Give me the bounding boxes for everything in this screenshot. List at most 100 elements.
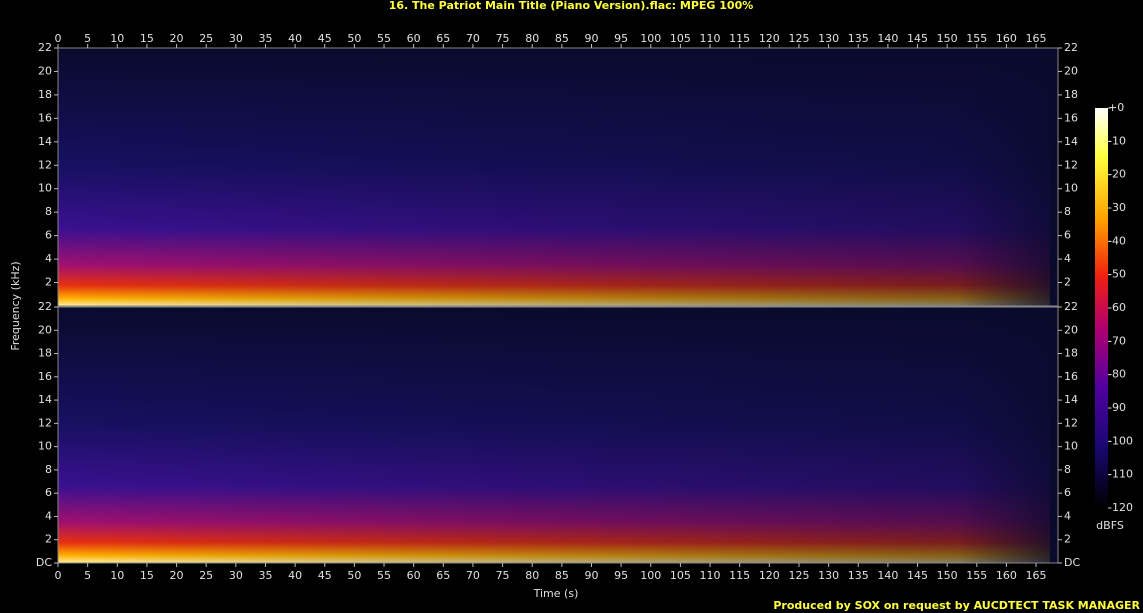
y-tick-label: 18 <box>38 88 52 101</box>
x-tick-label-bottom: 80 <box>525 569 539 582</box>
x-tick-label-top: 155 <box>966 32 987 45</box>
x-tick-label-top: 15 <box>140 32 154 45</box>
x-tick-label-bottom: 140 <box>877 569 898 582</box>
x-tick-label-top: 55 <box>377 32 391 45</box>
y-tick-label-right: 16 <box>1064 370 1078 383</box>
y-tick-label: 12 <box>38 416 52 429</box>
y-tick-label: 20 <box>38 64 52 77</box>
y-tick-label: 4 <box>45 509 52 522</box>
y-tick-label: 14 <box>38 393 52 406</box>
colorbar-tick-label: -100 <box>1108 434 1133 447</box>
x-tick-label-bottom: 40 <box>288 569 302 582</box>
colorbar <box>1095 108 1108 508</box>
x-tick-label-top: 95 <box>614 32 628 45</box>
x-tick-label-bottom: 155 <box>966 569 987 582</box>
y-tick-label-right: 20 <box>1064 64 1078 77</box>
x-tick-label-top: 30 <box>229 32 243 45</box>
x-tick-label-bottom: 130 <box>818 569 839 582</box>
x-tick-label-bottom: 65 <box>436 569 450 582</box>
colorbar-tick-label: -90 <box>1108 401 1126 414</box>
y-tick-label: 18 <box>38 347 52 360</box>
y-tick-label-right: 6 <box>1064 229 1071 242</box>
y-tick-label: 4 <box>45 252 52 265</box>
colorbar-tick-label: -20 <box>1108 168 1126 181</box>
x-tick-label-bottom: 100 <box>640 569 661 582</box>
x-tick-label-top: 60 <box>407 32 421 45</box>
x-tick-label-bottom: 60 <box>407 569 421 582</box>
x-tick-label-top: 5 <box>84 32 91 45</box>
y-tick-label-right: DC <box>1064 556 1080 569</box>
x-tick-label-bottom: 10 <box>110 569 124 582</box>
colorbar-tick-label: -50 <box>1108 268 1126 281</box>
colorbar-tick-label: -70 <box>1108 334 1126 347</box>
x-tick-label-bottom: 55 <box>377 569 391 582</box>
y-tick-label-right: 10 <box>1064 440 1078 453</box>
spectrogram-fade <box>58 48 1058 306</box>
x-tick-label-bottom: 160 <box>996 569 1017 582</box>
x-tick-label-top: 80 <box>525 32 539 45</box>
x-tick-label-bottom: 5 <box>84 569 91 582</box>
x-tick-label-top: 40 <box>288 32 302 45</box>
x-tick-label-top: 70 <box>466 32 480 45</box>
x-tick-label-bottom: 0 <box>55 569 62 582</box>
x-tick-label-top: 65 <box>436 32 450 45</box>
y-tick-label: 6 <box>45 486 52 499</box>
y-tick-label-right: 22 <box>1064 41 1078 54</box>
x-tick-label-top: 100 <box>640 32 661 45</box>
x-tick-label-bottom: 165 <box>1026 569 1047 582</box>
spectrogram-fade <box>58 307 1058 563</box>
x-tick-label-bottom: 35 <box>258 569 272 582</box>
x-tick-label-bottom: 150 <box>937 569 958 582</box>
x-tick-label-bottom: 25 <box>199 569 213 582</box>
x-axis-label: Time (s) <box>533 587 579 600</box>
y-tick-label: 16 <box>38 370 52 383</box>
y-tick-label-right: 2 <box>1064 276 1071 289</box>
x-tick-label-bottom: 85 <box>555 569 569 582</box>
x-tick-label-top: 115 <box>729 32 750 45</box>
y-tick-label-right: 6 <box>1064 486 1071 499</box>
y-tick-label: 16 <box>38 111 52 124</box>
x-tick-label-top: 135 <box>848 32 869 45</box>
x-tick-label-top: 10 <box>110 32 124 45</box>
x-tick-label-top: 20 <box>170 32 184 45</box>
y-tick-label-right: 10 <box>1064 182 1078 195</box>
y-tick-label-right: 14 <box>1064 135 1078 148</box>
y-tick-label-right: 22 <box>1064 300 1078 313</box>
colorbar-tick-label: +0 <box>1108 101 1124 114</box>
colorbar-tick-label: -60 <box>1108 301 1126 314</box>
x-tick-label-bottom: 120 <box>759 569 780 582</box>
y-tick-label: 6 <box>45 229 52 242</box>
x-tick-label-top: 125 <box>788 32 809 45</box>
x-tick-label-top: 0 <box>55 32 62 45</box>
y-tick-label-right: 4 <box>1064 252 1071 265</box>
y-tick-label-right: 12 <box>1064 158 1078 171</box>
footer: Produced by SOX on request by AUCDTECT T… <box>773 599 1140 612</box>
y-tick-label: 12 <box>38 158 52 171</box>
x-tick-label-top: 25 <box>199 32 213 45</box>
x-tick-label-top: 150 <box>937 32 958 45</box>
x-tick-label-top: 140 <box>877 32 898 45</box>
y-tick-label-right: 4 <box>1064 509 1071 522</box>
y-tick-label: 22 <box>38 41 52 54</box>
y-tick-label: 2 <box>45 533 52 546</box>
y-tick-label: 10 <box>38 440 52 453</box>
y-tick-label: 8 <box>45 463 52 476</box>
x-tick-label-bottom: 90 <box>584 569 598 582</box>
x-tick-label-top: 145 <box>907 32 928 45</box>
x-tick-label-bottom: 145 <box>907 569 928 582</box>
y-axis-label: Frequency (kHz) <box>9 261 22 350</box>
x-tick-label-top: 160 <box>996 32 1017 45</box>
x-tick-label-top: 105 <box>670 32 691 45</box>
y-tick-label-right: 18 <box>1064 347 1078 360</box>
colorbar-tick-label: -10 <box>1108 134 1126 147</box>
y-tick-label-right: 14 <box>1064 393 1078 406</box>
y-tick-label: 14 <box>38 135 52 148</box>
x-tick-label-bottom: 110 <box>700 569 721 582</box>
y-tick-label-right: 18 <box>1064 88 1078 101</box>
y-tick-label: DC <box>36 556 52 569</box>
x-tick-label-bottom: 125 <box>788 569 809 582</box>
y-tick-label-right: 2 <box>1064 533 1071 546</box>
x-tick-label-top: 120 <box>759 32 780 45</box>
y-tick-label: 22 <box>38 300 52 313</box>
